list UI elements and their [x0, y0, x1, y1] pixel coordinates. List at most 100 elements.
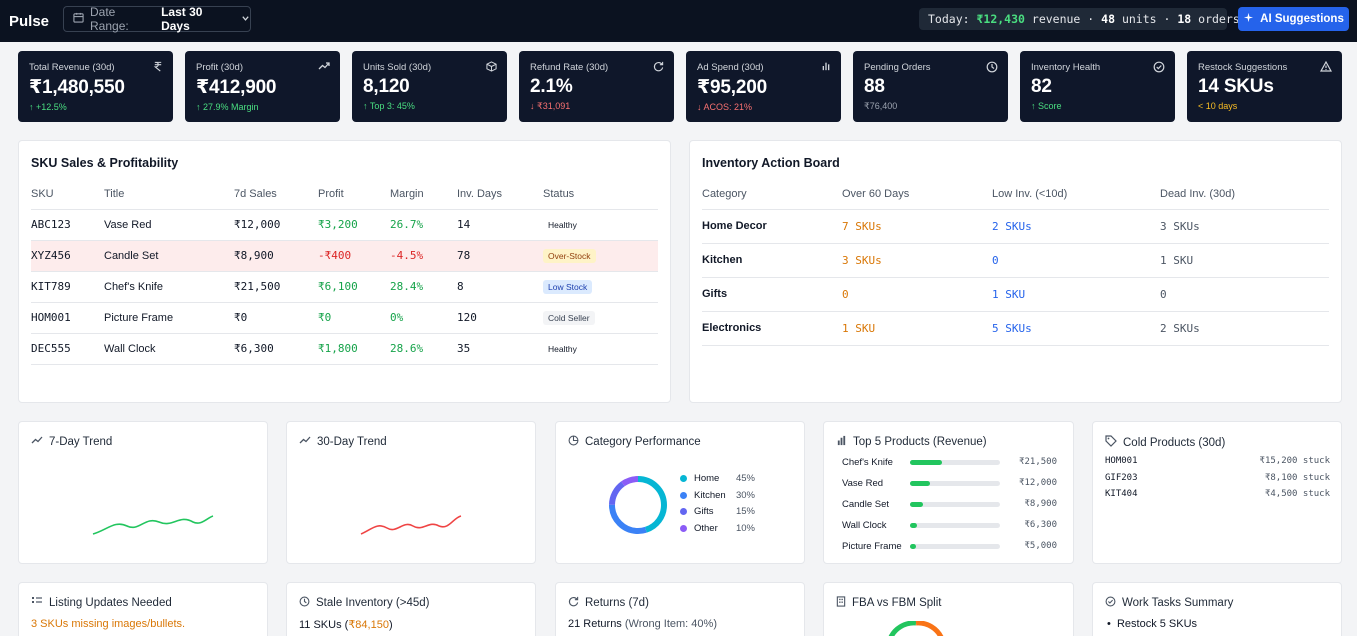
today-orders-label: orders [1198, 12, 1240, 26]
inventory-col-header[interactable]: Over 60 Days [842, 179, 992, 210]
kpi-card[interactable]: Inventory Health 82 ↑ Score [1020, 51, 1175, 122]
trend-30d-card[interactable]: 30-Day Trend [286, 421, 536, 564]
kpi-subtext: ↓ ₹31,091 [530, 101, 571, 111]
legend-item: Other 10% [680, 523, 755, 534]
fba-fbm-card[interactable]: FBA vs FBM Split [823, 582, 1074, 636]
profit-cell: ₹3,200 [318, 209, 390, 241]
list-item[interactable]: Candle Set ₹8,900 [842, 498, 1057, 510]
dead-inv-cell[interactable]: 0 [1160, 277, 1329, 312]
low-inv-cell[interactable]: 0 [992, 243, 1160, 278]
sku-col-header[interactable]: Status [543, 179, 658, 210]
list-item[interactable]: Picture Frame ₹5,000 [842, 540, 1057, 552]
inventory-col-header[interactable]: Low Inv. (<10d) [992, 179, 1160, 210]
top-products-card[interactable]: Top 5 Products (Revenue) Chef's Knife ₹21… [823, 421, 1074, 564]
legend-pct: 30% [735, 489, 755, 501]
kpi-card[interactable]: Profit (30d) ₹412,900 ↑ 27.9% Margin [185, 51, 340, 122]
dead-inv-cell[interactable]: 3 SKUs [1160, 209, 1329, 244]
sku-cell: XYZ456 [31, 240, 104, 272]
over-60-cell[interactable]: 7 SKUs [842, 209, 992, 244]
refresh-icon [568, 596, 579, 610]
stale-inventory-card[interactable]: Stale Inventory (>45d) 11 SKUs (₹84,150) [286, 582, 536, 636]
kpi-subtext-value: ₹76,400 [864, 101, 898, 111]
sku-cell: DEC555 [31, 333, 104, 365]
brand-logo[interactable]: Pulse [9, 12, 50, 30]
table-row[interactable]: KIT789 Chef's Knife ₹21,500 ₹6,100 28.4% 8 Low… [31, 271, 658, 303]
low-inv-cell[interactable]: 2 SKUs [992, 209, 1160, 244]
trend-7d-card[interactable]: 7-Day Trend [18, 421, 268, 564]
today-units-label: units [1121, 12, 1157, 26]
sales-cell: ₹0 [234, 302, 318, 334]
kpi-value: ₹412,900 [196, 77, 277, 98]
kpi-card[interactable]: Total Revenue (30d) ₹1,480,550 ↑ +12.5% [18, 51, 173, 122]
sku-col-header[interactable]: Margin [390, 179, 457, 210]
table-row[interactable]: Electronics 1 SKU 5 SKUs 2 SKUs [702, 311, 1329, 346]
date-range-select[interactable]: Date Range: Last 30 Days [63, 5, 251, 33]
table-row[interactable]: Gifts 0 1 SKU 0 [702, 277, 1329, 312]
over-60-cell[interactable]: 0 [842, 277, 992, 312]
inv-days-cell: 35 [457, 333, 543, 365]
table-row[interactable]: XYZ456 Candle Set ₹8,900 -₹400 -4.5% 78 Over-S… [31, 240, 658, 272]
sku-col-header[interactable]: SKU [31, 179, 104, 210]
table-row[interactable]: HOM001 Picture Frame ₹0 ₹0 0% 120 Cold Seller [31, 302, 658, 334]
kpi-subtext: ↑ Top 3: 45% [363, 101, 415, 111]
low-inv-cell[interactable]: 5 SKUs [992, 311, 1160, 346]
stale-prefix: 11 SKUs ( [299, 619, 349, 631]
over-60-cell[interactable]: 1 SKU [842, 311, 992, 346]
inventory-col-header[interactable]: Dead Inv. (30d) [1160, 179, 1329, 210]
sku-col-header[interactable]: Profit [318, 179, 390, 210]
donut-slice[interactable] [609, 476, 667, 534]
listing-updates-card[interactable]: Listing Updates Needed 3 SKUs missing im… [18, 582, 268, 636]
list-item[interactable]: HOM001 ₹15,200 stuck [1105, 456, 1330, 466]
list-item[interactable]: Vase Red ₹12,000 [842, 477, 1057, 489]
returns-title: Returns (7d) [585, 597, 649, 609]
table-row[interactable]: ABC123 Vase Red ₹12,000 ₹3,200 26.7% 14 Health… [31, 209, 658, 241]
clock-icon [299, 596, 310, 610]
sku-sales-title: SKU Sales & Profitability [31, 156, 179, 170]
sku-col-header[interactable]: 7d Sales [234, 179, 318, 210]
ai-suggestions-button[interactable]: AI Suggestions [1238, 7, 1349, 31]
stale-inventory-text: 11 SKUs (₹84,150) [299, 618, 393, 631]
kpi-card[interactable]: Restock Suggestions 14 SKUs < 10 days [1187, 51, 1342, 122]
check-circle-icon [1105, 596, 1116, 610]
table-row[interactable]: DEC555 Wall Clock ₹6,300 ₹1,800 28.6% 35 Healt… [31, 333, 658, 365]
kpi-card[interactable]: Pending Orders 88 ₹76,400 [853, 51, 1008, 122]
donut-slice[interactable] [609, 476, 667, 534]
kpi-value: ₹95,200 [697, 77, 767, 98]
table-row[interactable]: Home Decor 7 SKUs 2 SKUs 3 SKUs [702, 209, 1329, 244]
kpi-title: Restock Suggestions [1198, 62, 1288, 73]
returns-card[interactable]: Returns (7d) 21 Returns (Wrong Item: 40%… [555, 582, 805, 636]
list-item[interactable]: Wall Clock ₹6,300 [842, 519, 1057, 531]
dead-inv-cell[interactable]: 1 SKU [1160, 243, 1329, 278]
today-prefix: Today: [928, 12, 970, 26]
listing-updates-title: Listing Updates Needed [49, 596, 172, 609]
list-item[interactable]: KIT404 ₹4,500 stuck [1105, 489, 1330, 499]
kpi-card[interactable]: Units Sold (30d) 8,120 ↑ Top 3: 45% [352, 51, 507, 122]
status-badge: Low Stock [543, 279, 593, 294]
list-item[interactable]: Chef's Knife ₹21,500 [842, 456, 1057, 468]
sales-cell: ₹8,900 [234, 240, 318, 272]
product-bar-fill [910, 459, 942, 465]
margin-cell: -4.5% [390, 240, 457, 272]
over-60-cell[interactable]: 3 SKUs [842, 243, 992, 278]
dead-inv-cell[interactable]: 2 SKUs [1160, 311, 1329, 346]
date-range-value: Last 30 Days [161, 5, 203, 33]
legend-dot [680, 475, 687, 482]
sku-table: SKU Title 7d Sales Profit Margin Inv. Days Sta… [31, 179, 658, 365]
sku-cell: ABC123 [31, 209, 104, 241]
table-row[interactable]: Kitchen 3 SKUs 0 1 SKU [702, 243, 1329, 278]
sku-col-header[interactable]: Title [104, 179, 234, 210]
cold-products-card[interactable]: Cold Products (30d) HOM001 ₹15,200 stuck G… [1092, 421, 1342, 564]
list-item[interactable]: GIF203 ₹8,100 stuck [1105, 473, 1330, 483]
work-tasks-card[interactable]: Work Tasks Summary • Restock 5 SKUs [1092, 582, 1342, 636]
kpi-card[interactable]: Ad Spend (30d) ₹95,200 ↓ ACOS: 21% [686, 51, 841, 122]
category-performance-card[interactable]: Category Performance Home 45% Kitchen 30% Gi… [555, 421, 805, 564]
kpi-card[interactable]: Refund Rate (30d) 2.1% ↓ ₹31,091 [519, 51, 674, 122]
inventory-board-panel: Inventory Action Board Category Over 60 D… [689, 140, 1342, 403]
sku-col-header[interactable]: Inv. Days [457, 179, 543, 210]
low-inv-cell[interactable]: 1 SKU [992, 277, 1160, 312]
trend-30d-title: 30-Day Trend [317, 435, 387, 448]
margin-cell: 0% [390, 302, 457, 334]
list-icon [31, 596, 43, 609]
product-name: Vase Red [842, 477, 884, 489]
inventory-col-header[interactable]: Category [702, 179, 842, 210]
